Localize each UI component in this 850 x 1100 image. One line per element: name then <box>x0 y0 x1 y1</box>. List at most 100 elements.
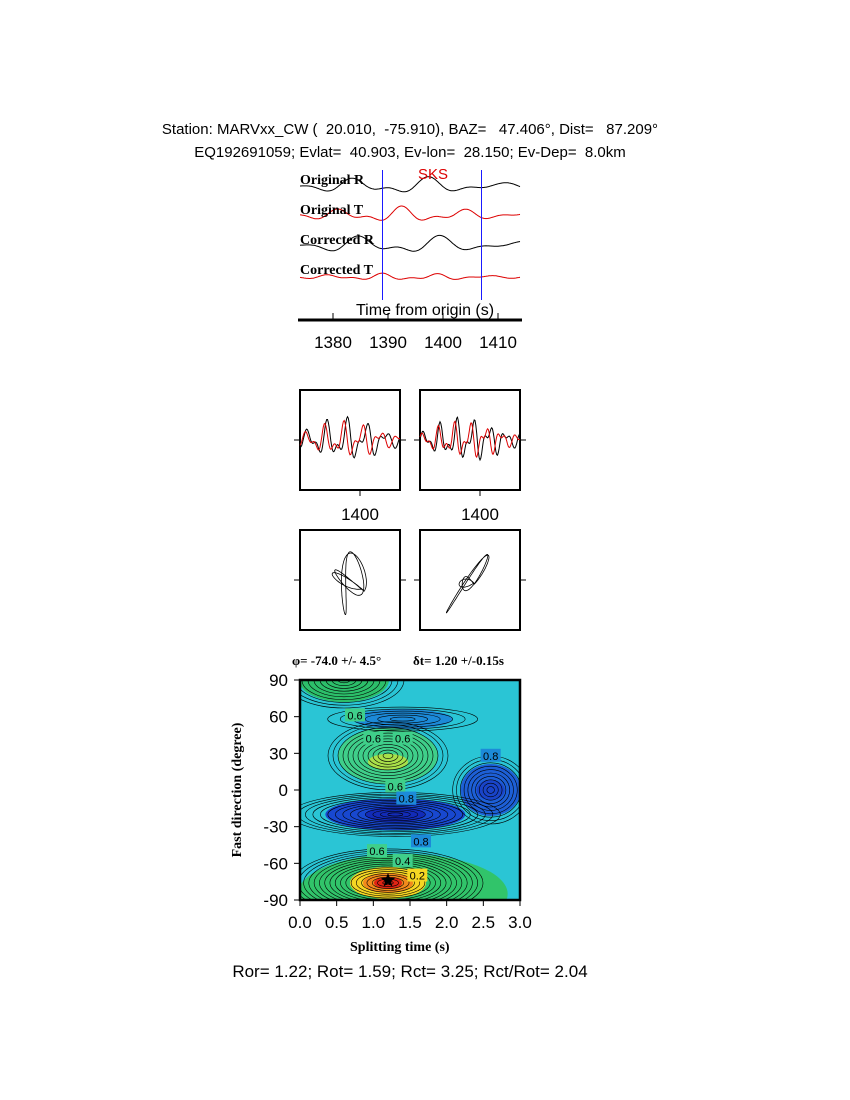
blob-center-core <box>365 806 426 823</box>
contour-line-4-4 <box>352 710 453 728</box>
contour-line-3-7 <box>352 735 424 776</box>
contour-line-1-2 <box>380 811 411 818</box>
grid-background <box>300 680 520 900</box>
contour-line-0-1 <box>382 880 394 886</box>
contour-line-1-10 <box>320 798 471 831</box>
grid-xtick-label-3: 1.5 <box>398 913 422 932</box>
label-corrected-t: Corrected T <box>300 263 373 278</box>
contour-label-1: 0.6 <box>366 734 381 746</box>
contour-line-3-2 <box>377 749 399 762</box>
grid-xtick-label-5: 2.5 <box>472 913 496 932</box>
blob-bottom-orange <box>363 872 413 893</box>
contour-line-2-2 <box>482 782 499 798</box>
phase-label: SKS <box>418 166 449 183</box>
grid-xtick-label-6: 3.0 <box>508 913 532 932</box>
grid-title-phi: φ= -74.0 +/- 4.5° <box>292 653 382 668</box>
contour-line-3-9 <box>342 729 434 782</box>
contour-line-2-4 <box>475 776 507 804</box>
label-original-r: Original R <box>300 173 365 188</box>
event-line: EQ192691059; Evlat= 40.903, Ev-lon= 28.1… <box>194 144 626 161</box>
contour-line-0-12 <box>324 859 452 900</box>
contour-line-1-1 <box>387 812 404 817</box>
contour-line-0-17 <box>300 850 478 900</box>
blob-upper-green <box>338 727 438 784</box>
wave-xlabel: Time from origin (s) <box>356 302 495 319</box>
grid-xtick-label-0: 0.0 <box>288 913 312 932</box>
contour-label-5: 0.8 <box>483 751 498 763</box>
contour-line-2-6 <box>467 769 514 811</box>
contour-line-0-15 <box>308 854 468 900</box>
contour-line-1-13 <box>300 793 494 836</box>
contour-line-0-16 <box>303 852 473 900</box>
blob-bottom-green <box>300 853 508 900</box>
grid-xlabel: Splitting time (s) <box>350 940 450 955</box>
contour-line-1-4 <box>365 807 426 822</box>
particle-box-1 <box>419 529 521 631</box>
contour-line-0-18 <box>300 848 484 900</box>
contour-label-3: 0.6 <box>388 781 403 793</box>
grid-ytick-label-2: 30 <box>269 744 288 763</box>
contour-line-0-14 <box>313 856 463 900</box>
grid-title-dt: δt= 1.20 +/-0.15s <box>413 653 504 668</box>
grid-ytick-label-5: -60 <box>263 854 288 873</box>
contour-label-bg-3 <box>385 779 406 793</box>
contour-label-6: 0.8 <box>413 836 428 848</box>
contour-label-bg-9 <box>407 868 428 882</box>
contour-line-1-11 <box>312 796 479 833</box>
contour-line-1-8 <box>335 801 456 828</box>
particle-motion-curve-1 <box>446 554 490 614</box>
contour-line-2-7 <box>463 765 518 815</box>
contour-label-bg-0 <box>345 708 365 722</box>
contour-line-0-8 <box>345 867 431 899</box>
contour-line-0-13 <box>319 857 457 900</box>
wave-xtick-label-3: 1410 <box>479 333 517 352</box>
contour-line-0-2 <box>377 878 399 887</box>
compare-xtick-label-1: 1400 <box>461 505 499 524</box>
contour-line-0-7 <box>350 869 426 897</box>
compare-slow-1 <box>419 420 521 459</box>
contour-line-3-11 <box>332 724 444 788</box>
contour-line-0-11 <box>329 861 447 900</box>
particle-motion-curve-0 <box>331 551 367 615</box>
contour-label-4: 0.8 <box>399 794 414 806</box>
blob-bottom-red <box>374 876 402 889</box>
contour-line-4-6 <box>327 706 478 732</box>
grid-xtick-label-2: 1.0 <box>362 913 386 932</box>
compare-fast-0 <box>299 415 401 459</box>
grid-frame <box>298 678 522 902</box>
contour-line-0-9 <box>340 865 436 900</box>
contour-line-3-10 <box>337 727 439 785</box>
contour-label-bg-7 <box>367 844 387 858</box>
contour-line-4-3 <box>364 712 441 726</box>
contour-line-0-10 <box>334 863 442 900</box>
contour-line-3-8 <box>347 732 429 779</box>
contour-line-4-1 <box>389 716 416 722</box>
contour-line-4-5 <box>339 708 466 730</box>
wave-xtick-label-0: 1380 <box>314 333 352 352</box>
contour-line-2-8 <box>459 762 520 818</box>
contour-line-5-3 <box>325 680 363 689</box>
contour-line-1-9 <box>327 800 464 829</box>
contour-line-3-5 <box>362 741 414 771</box>
contour-line-5-5 <box>313 680 375 695</box>
contour-line-5-2 <box>331 680 357 686</box>
contour-line-1-14 <box>300 792 501 837</box>
grid-ytick-label-3: 0 <box>279 781 288 800</box>
contour-line-3-12 <box>327 721 449 791</box>
grid-field: 0.60.6 0.60.60.80.80.80.60.40.2 <box>300 680 520 900</box>
contour-label-2: 0.6 <box>395 734 410 746</box>
contour-line-1-5 <box>357 806 434 823</box>
contour-line-0-3 <box>371 876 405 889</box>
grid-ytick-label-4: -30 <box>263 818 288 837</box>
contour-line-2-9 <box>456 759 520 821</box>
station-line: Station: MARVxx_CW ( 20.010, -75.910), B… <box>161 121 659 138</box>
contour-label-7: 0.6 <box>369 846 384 858</box>
contour-label-8: 0.4 <box>395 856 410 868</box>
contour-line-0-5 <box>361 873 415 893</box>
contour-line-2-1 <box>486 786 495 794</box>
compare-xtick-label-0: 1400 <box>341 505 379 524</box>
label-original-t: Original T <box>300 203 364 218</box>
grid-ytick-label-1: 60 <box>269 708 288 727</box>
